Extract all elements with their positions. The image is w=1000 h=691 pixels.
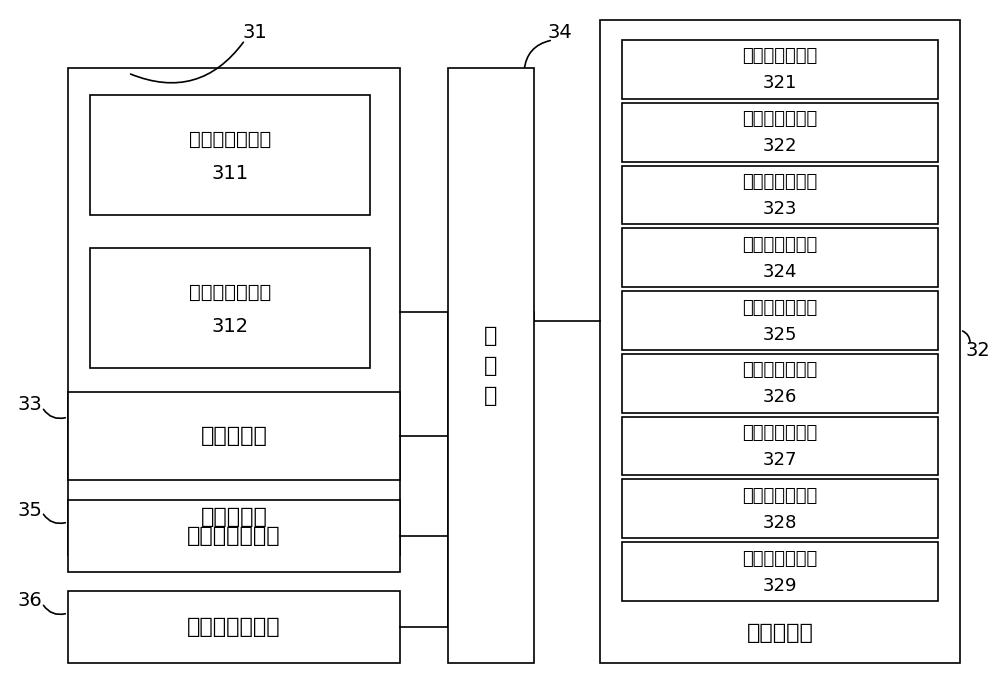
Text: 34: 34 [548, 23, 572, 41]
Text: 温度采集器: 温度采集器 [747, 623, 813, 643]
Text: 压力采集器: 压力采集器 [201, 507, 267, 527]
Text: 第九温度传感器: 第九温度传感器 [742, 549, 818, 567]
Bar [622, 480, 938, 538]
Text: 32: 32 [966, 341, 990, 359]
Bar [622, 291, 938, 350]
Text: 329: 329 [763, 576, 797, 595]
Bar [622, 354, 938, 413]
Bar [90, 248, 370, 368]
Text: 312: 312 [211, 316, 249, 336]
Text: 324: 324 [763, 263, 797, 281]
Text: 第八温度传感器: 第八温度传感器 [742, 487, 818, 505]
Text: 325: 325 [763, 325, 797, 343]
Bar [622, 542, 938, 601]
Text: 第一光学传感器: 第一光学传感器 [187, 526, 281, 546]
Text: 311: 311 [211, 164, 249, 182]
Bar [622, 103, 938, 162]
Bar [622, 40, 938, 99]
Bar [68, 392, 400, 480]
Text: 36: 36 [18, 591, 42, 611]
Bar [448, 68, 534, 663]
Text: 理: 理 [484, 355, 498, 375]
Text: 31: 31 [243, 23, 267, 41]
Text: 处: 处 [484, 325, 498, 346]
Text: 第一温度传感器: 第一温度传感器 [742, 48, 818, 66]
Text: 321: 321 [763, 75, 797, 93]
Text: 326: 326 [763, 388, 797, 406]
Bar [622, 228, 938, 287]
Text: 323: 323 [763, 200, 797, 218]
Text: 第六温度传感器: 第六温度传感器 [742, 361, 818, 379]
Text: 第三温度传感器: 第三温度传感器 [742, 173, 818, 191]
Text: 第七温度传感器: 第七温度传感器 [742, 424, 818, 442]
Text: 器: 器 [484, 386, 498, 406]
Text: 电能采集器: 电能采集器 [201, 426, 267, 446]
Bar [68, 68, 400, 555]
Text: 35: 35 [18, 500, 42, 520]
Bar [622, 417, 938, 475]
Text: 第一压力传感器: 第一压力传感器 [189, 129, 271, 149]
Text: 328: 328 [763, 514, 797, 532]
Bar [622, 166, 938, 225]
Text: 第二压力传感器: 第二压力传感器 [189, 283, 271, 301]
Text: 33: 33 [18, 395, 42, 413]
Text: 第二温度传感器: 第二温度传感器 [742, 110, 818, 128]
Text: 第四温度传感器: 第四温度传感器 [742, 236, 818, 254]
Bar [600, 20, 960, 663]
Bar [90, 95, 370, 215]
Text: 327: 327 [763, 451, 797, 469]
Bar [68, 500, 400, 572]
Bar [68, 591, 400, 663]
Text: 第五温度传感器: 第五温度传感器 [742, 299, 818, 316]
Text: 322: 322 [763, 138, 797, 155]
Text: 第二光学传感器: 第二光学传感器 [187, 617, 281, 637]
